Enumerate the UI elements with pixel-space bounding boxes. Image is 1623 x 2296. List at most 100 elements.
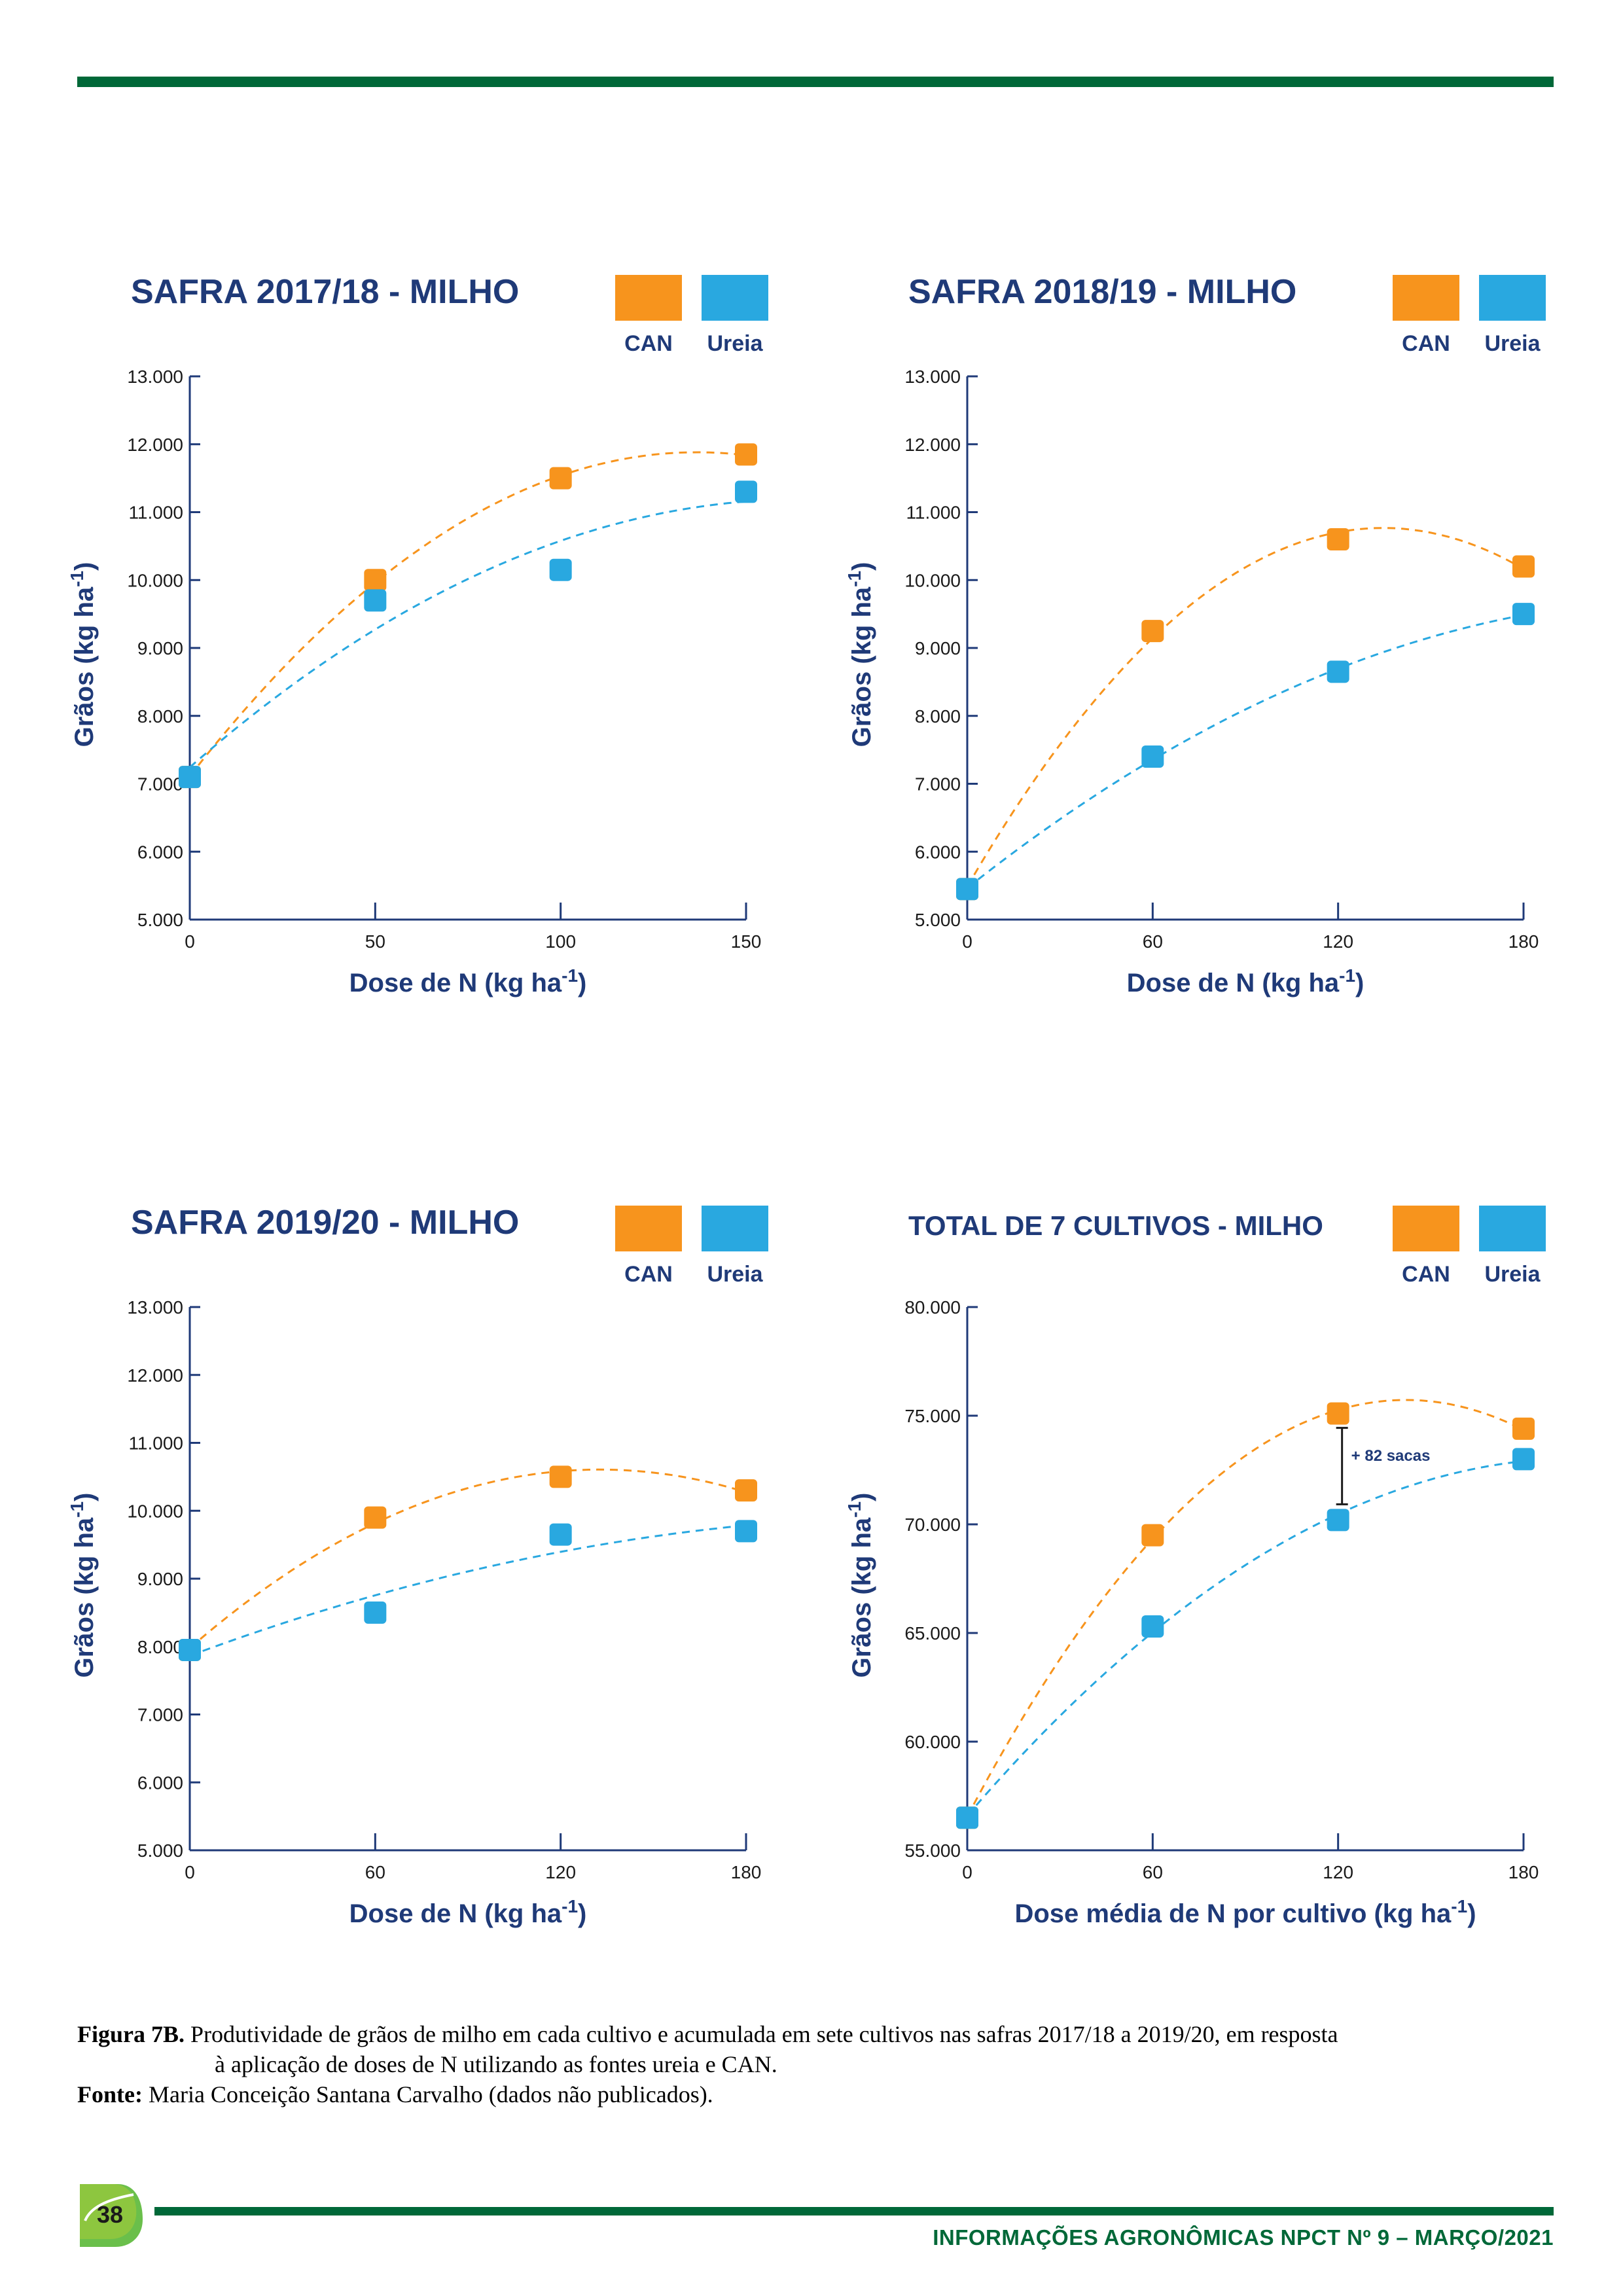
y-axis-label: Grãos (kg ha-1) (67, 1493, 99, 1678)
x-tick-label: 120 (545, 1862, 576, 1882)
y-tick-label: 7.000 (137, 1705, 183, 1725)
y-tick-label: 65.000 (904, 1623, 961, 1643)
chart-safra-2018-19: SAFRA 2018/19 - MILHO CAN Ureia 13.000 12.00… (843, 255, 1589, 1028)
legend-swatch-can (1393, 275, 1459, 321)
data-point-ureia (735, 480, 757, 503)
trendline-ureia (966, 1460, 1524, 1817)
x-tick-label: 180 (1508, 931, 1539, 952)
data-point-ureia (179, 1638, 201, 1661)
y-tick-label: 6.000 (137, 842, 183, 862)
y-tick-label: 12.000 (127, 1365, 183, 1386)
data-point-can (735, 443, 757, 466)
data-point-can (1141, 1524, 1164, 1547)
data-point-can (1327, 528, 1349, 550)
y-tick-label: 75.000 (904, 1406, 961, 1426)
y-tick-label: 12.000 (904, 435, 961, 455)
y-tick-label: 8.000 (915, 706, 961, 726)
y-tick-label: 6.000 (137, 1772, 183, 1793)
trendline-can (966, 1399, 1524, 1818)
trendline-can (966, 527, 1524, 888)
data-point-can (364, 569, 387, 592)
trendline-can (189, 1468, 747, 1649)
bottom-rule (154, 2207, 1554, 2215)
y-tick-label: 10.000 (127, 570, 183, 590)
trendline-ureia (189, 500, 747, 768)
data-point-can (549, 467, 572, 490)
legend-label-ureia: Ureia (707, 1262, 763, 1287)
y-tick-label: 12.000 (127, 435, 183, 455)
chart-safra-2019-20: SAFRA 2019/20 - MILHO CAN Ureia 13.000 12.00… (65, 1186, 812, 1958)
figure-text-2: à aplicação de doses de N utilizando as … (215, 2051, 777, 2077)
chart-title: SAFRA 2018/19 - MILHO (908, 273, 1296, 311)
legend-label-ureia: Ureia (707, 331, 763, 356)
data-point-ureia (956, 878, 978, 901)
footer-publication: INFORMAÇÕES AGRONÔMICAS NPCT Nº 9 – MARÇ… (933, 2225, 1554, 2250)
figure-label: Figura 7B. (77, 2021, 185, 2047)
legend-swatch-ureia (1479, 275, 1546, 321)
source-text: Maria Conceição Santana Carvalho (dados … (142, 2081, 713, 2108)
y-tick-label: 55.000 (904, 1840, 961, 1861)
chart-total-7-cultivos: TOTAL DE 7 CULTIVOS - MILHO CAN Ureia 80.00… (843, 1186, 1589, 1958)
y-axis-label: Grãos (kg ha-1) (844, 562, 877, 747)
data-point-ureia (735, 1520, 757, 1543)
x-tick-label: 0 (185, 1862, 195, 1882)
data-point-ureia (1512, 1448, 1535, 1471)
y-tick-label: 70.000 (904, 1515, 961, 1535)
y-tick-label: 5.000 (137, 910, 183, 930)
y-tick-label: 60.000 (904, 1732, 961, 1752)
x-tick-label: 0 (962, 1862, 972, 1882)
chart-svg: SAFRA 2017/18 - MILHO CAN Ureia 13.000 12.00… (67, 273, 768, 998)
legend-label-ureia: Ureia (1484, 331, 1541, 356)
y-tick-label: 5.000 (915, 910, 961, 930)
data-point-can (549, 1465, 572, 1488)
y-tick-label: 13.000 (127, 367, 183, 387)
data-point-can (735, 1479, 757, 1502)
data-point-can (1512, 555, 1535, 578)
caption-line-1: Figura 7B. Produtividade de grãos de mil… (77, 2019, 1556, 2049)
y-tick-label: 13.000 (904, 367, 961, 387)
y-tick-label: 13.000 (127, 1297, 183, 1318)
x-axis-label: Dose de N (kg ha-1) (349, 1896, 587, 1929)
legend-label-ureia: Ureia (1484, 1262, 1541, 1287)
annotation-label: + 82 sacas (1351, 1447, 1431, 1465)
x-tick-label: 100 (545, 931, 576, 952)
trendline-can (188, 451, 747, 777)
y-axis-label: Grãos (kg ha-1) (844, 1493, 877, 1678)
legend-swatch-can (615, 275, 682, 321)
x-axis-label: Dose de N (kg ha-1) (349, 965, 587, 998)
legend-swatch-ureia (1479, 1206, 1546, 1251)
y-tick-label: 9.000 (137, 638, 183, 658)
data-point-ureia (549, 1523, 572, 1546)
chart-svg: TOTAL DE 7 CULTIVOS - MILHO CAN Ureia 80.00… (844, 1206, 1546, 1929)
y-tick-label: 80.000 (904, 1297, 961, 1318)
data-point-ureia (956, 1806, 978, 1829)
y-tick-label: 11.000 (128, 503, 183, 523)
legend-label-can: CAN (624, 331, 673, 356)
x-tick-label: 180 (731, 1862, 762, 1882)
x-tick-label: 120 (1323, 1862, 1353, 1882)
data-point-ureia (1141, 1615, 1164, 1638)
y-tick-label: 10.000 (127, 1501, 183, 1521)
y-axis-label: Grãos (kg ha-1) (67, 562, 99, 747)
legend-swatch-can (615, 1206, 682, 1251)
data-point-can (364, 1506, 387, 1529)
trendline-ureia (189, 1524, 747, 1657)
trendline-ureia (967, 614, 1524, 889)
data-point-ureia (1327, 1509, 1349, 1532)
y-tick-label: 5.000 (137, 1840, 183, 1861)
x-tick-label: 180 (1508, 1862, 1539, 1882)
y-tick-label: 11.000 (906, 503, 961, 523)
y-tick-label: 8.000 (137, 1637, 183, 1657)
y-tick-label: 6.000 (915, 842, 961, 862)
leaf-page-badge-icon (80, 2184, 143, 2247)
data-point-can (1141, 620, 1164, 643)
y-tick-label: 9.000 (137, 1569, 183, 1589)
y-tick-label: 9.000 (915, 638, 961, 658)
x-axis-label: Dose média de N por cultivo (kg ha-1) (1014, 1896, 1476, 1929)
y-tick-label: 7.000 (137, 774, 183, 795)
data-point-ureia (549, 558, 572, 581)
legend-label-can: CAN (624, 1262, 673, 1287)
y-tick-label: 11.000 (128, 1433, 183, 1454)
legend-swatch-ureia (702, 275, 768, 321)
x-tick-label: 0 (185, 931, 195, 952)
